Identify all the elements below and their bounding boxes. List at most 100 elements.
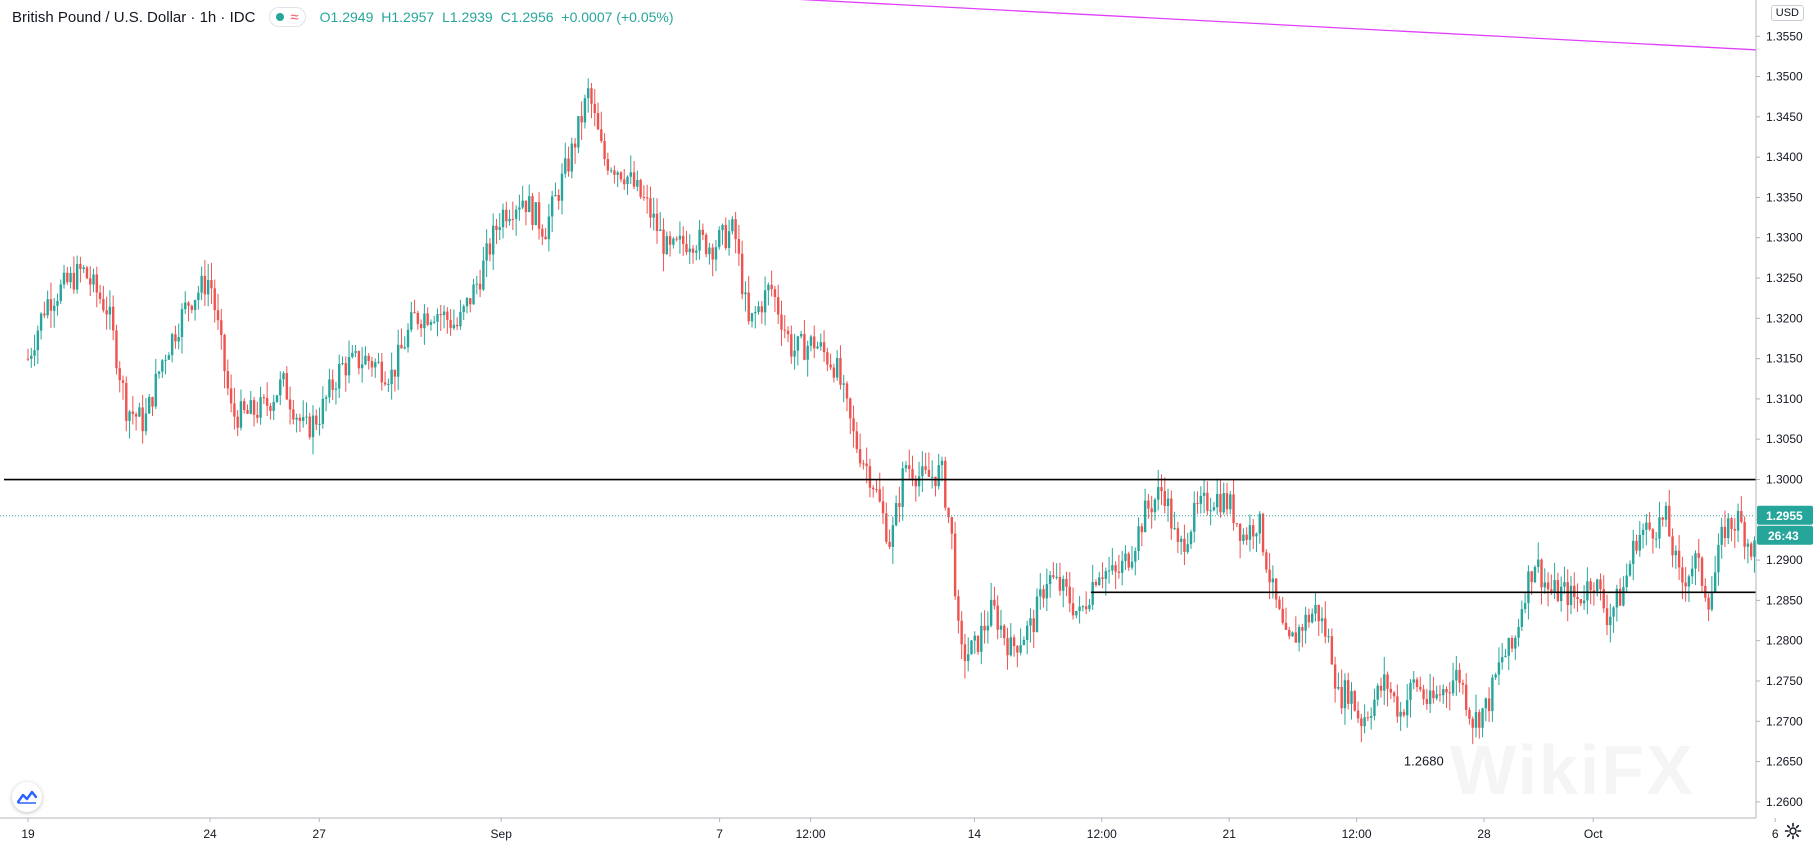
candle-body — [603, 140, 606, 160]
candle — [655, 198, 659, 244]
candle — [360, 347, 364, 383]
gear-icon[interactable] — [1784, 822, 1802, 840]
price-tick-label: 1.2800 — [1766, 634, 1803, 648]
candle — [118, 361, 121, 393]
candle-body — [858, 449, 862, 464]
candle-body — [39, 313, 43, 331]
candle — [1448, 681, 1451, 711]
candle — [1193, 491, 1196, 543]
candle — [1461, 679, 1465, 695]
candle-body — [564, 158, 567, 174]
candle-body — [826, 352, 829, 365]
candle — [374, 358, 377, 378]
candle-body — [934, 476, 937, 487]
market-status[interactable]: ≈ — [269, 7, 306, 27]
candle — [695, 245, 698, 261]
candle-body — [891, 525, 895, 547]
candle-body — [252, 400, 256, 415]
candle-body — [1566, 582, 1569, 606]
candle-body — [737, 239, 741, 254]
candle — [1209, 497, 1212, 526]
candle — [704, 232, 708, 258]
candle-body — [1058, 576, 1062, 591]
candle — [783, 315, 786, 339]
symbol-title[interactable]: British Pound / U.S. Dollar · 1h · IDC — [12, 8, 256, 26]
candle — [1242, 528, 1245, 545]
candle-body — [1297, 627, 1301, 643]
candle — [960, 611, 963, 660]
candle — [1265, 549, 1268, 573]
candle-body — [1700, 557, 1704, 586]
candle — [1084, 591, 1088, 615]
price-tick-label: 1.3400 — [1766, 150, 1803, 164]
candle — [718, 226, 721, 250]
candle-body — [1517, 626, 1520, 638]
candle — [305, 402, 308, 425]
price-tick-label: 1.3200 — [1766, 311, 1803, 325]
candle-body — [1012, 637, 1016, 647]
candle-body — [894, 503, 898, 526]
candle-body — [328, 379, 331, 398]
currency-badge[interactable]: USD — [1770, 5, 1804, 21]
candle-body — [1618, 588, 1622, 606]
candle-body — [1717, 544, 1720, 573]
candle-body — [1478, 712, 1481, 728]
candle — [734, 211, 737, 254]
candle-body — [855, 431, 859, 450]
candle-body — [393, 369, 397, 377]
candle — [190, 304, 193, 314]
price-tick-label: 1.3300 — [1766, 231, 1803, 245]
candle — [505, 201, 508, 229]
candle — [1746, 538, 1750, 564]
close-value: C1.2956 — [500, 9, 554, 25]
candle — [318, 407, 321, 436]
candle-body — [285, 373, 289, 400]
candle-body — [623, 179, 626, 185]
candle-body — [911, 469, 914, 481]
candle-body — [1402, 711, 1406, 716]
candle-body — [62, 272, 66, 285]
tradingview-logo-icon[interactable] — [12, 782, 42, 812]
candle-body — [33, 350, 36, 356]
candle — [511, 201, 515, 231]
candle-body — [1576, 597, 1579, 600]
candle — [144, 398, 148, 436]
candle-body — [875, 489, 878, 491]
candle — [842, 374, 845, 403]
candle-body — [1445, 689, 1448, 693]
candle-body — [243, 401, 246, 411]
candle — [1025, 620, 1029, 655]
candle-body — [174, 334, 177, 342]
candle-body — [908, 465, 911, 470]
candle-body — [1310, 613, 1314, 623]
candle — [1740, 496, 1743, 524]
candle-body — [1094, 582, 1098, 586]
candle — [387, 378, 390, 393]
candle-body — [1137, 526, 1140, 551]
candle-body — [616, 172, 619, 175]
candle-body — [1514, 637, 1517, 649]
candle — [279, 371, 282, 406]
candle — [1553, 562, 1556, 600]
candle-body — [30, 355, 33, 359]
candle — [816, 341, 819, 350]
candle-body — [92, 274, 95, 285]
candle — [1671, 528, 1674, 568]
candle-body — [478, 283, 482, 290]
candle — [66, 266, 69, 285]
candle — [1605, 594, 1609, 636]
candle — [901, 461, 904, 521]
candle — [921, 451, 924, 493]
candle-body — [547, 216, 551, 240]
candle-body — [1261, 513, 1265, 553]
candle — [799, 330, 803, 339]
candle — [455, 317, 459, 331]
candle-body — [1304, 614, 1307, 631]
candle — [1504, 648, 1507, 658]
candle — [1573, 572, 1576, 609]
candle — [200, 266, 203, 301]
candle-body — [668, 236, 672, 245]
candle — [157, 370, 161, 379]
